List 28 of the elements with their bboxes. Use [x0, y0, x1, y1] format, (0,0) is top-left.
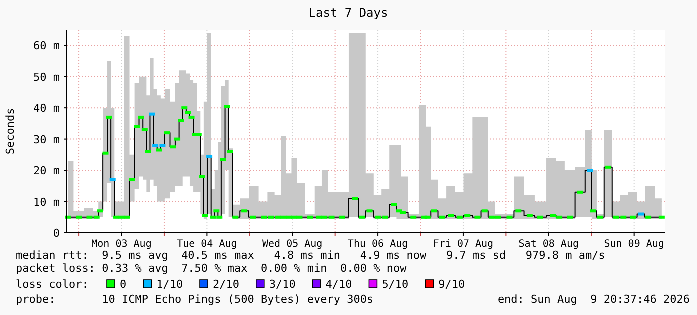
legend-label: 9/10: [438, 278, 466, 291]
y-tick-label: 40 m: [34, 102, 60, 116]
text: packet loss: 0.33 % avg 7.50 % max 0.00 % min 0.00 % now: [16, 262, 408, 275]
x-tick-label: Sun 09 Aug: [604, 239, 664, 250]
legend-label: 4/10: [326, 278, 352, 291]
text: end: Sun Aug 9 20:37:46 2026: [498, 293, 690, 306]
text: median rtt: 9.5 ms avg 40.5 ms max 4.8 ms min 4.9 ms now 9.7 ms sd 979.8 m am/s: [16, 249, 606, 262]
y-tick-label: 30 m: [34, 133, 60, 146]
legend-label: 3/10: [269, 278, 296, 291]
text: probe: 10 ICMP Echo Pings (500 Bytes) every 300s: [16, 293, 374, 306]
x-tick-label: Tue 04 Aug: [177, 239, 238, 250]
x-tick-label: Thu 06 Aug: [348, 239, 408, 250]
chart-title: Last 7 Days: [308, 6, 388, 20]
y-tick-label: 0: [53, 227, 60, 240]
legend-label: 5/10: [382, 278, 409, 291]
y-tick-label: 60 m: [34, 40, 60, 53]
y-tick-label: 50 m: [34, 70, 60, 84]
x-tick-label: Mon 03 Aug: [92, 239, 152, 250]
y-tick-label: 10 m: [34, 196, 60, 209]
legend-label: 1/10: [156, 278, 184, 291]
legend-label: 2/10: [213, 278, 240, 291]
legend-label: 0: [120, 278, 127, 291]
y-tick-label: 20 m: [34, 164, 60, 178]
x-tick-label: Wed 05 Aug: [262, 239, 323, 250]
y-axis-title: Seconds: [4, 108, 17, 155]
legend-title: loss color:: [16, 278, 89, 291]
x-tick-label: Fri 07 Aug: [433, 239, 494, 250]
x-tick-label: Sat 08 Aug: [518, 239, 580, 250]
